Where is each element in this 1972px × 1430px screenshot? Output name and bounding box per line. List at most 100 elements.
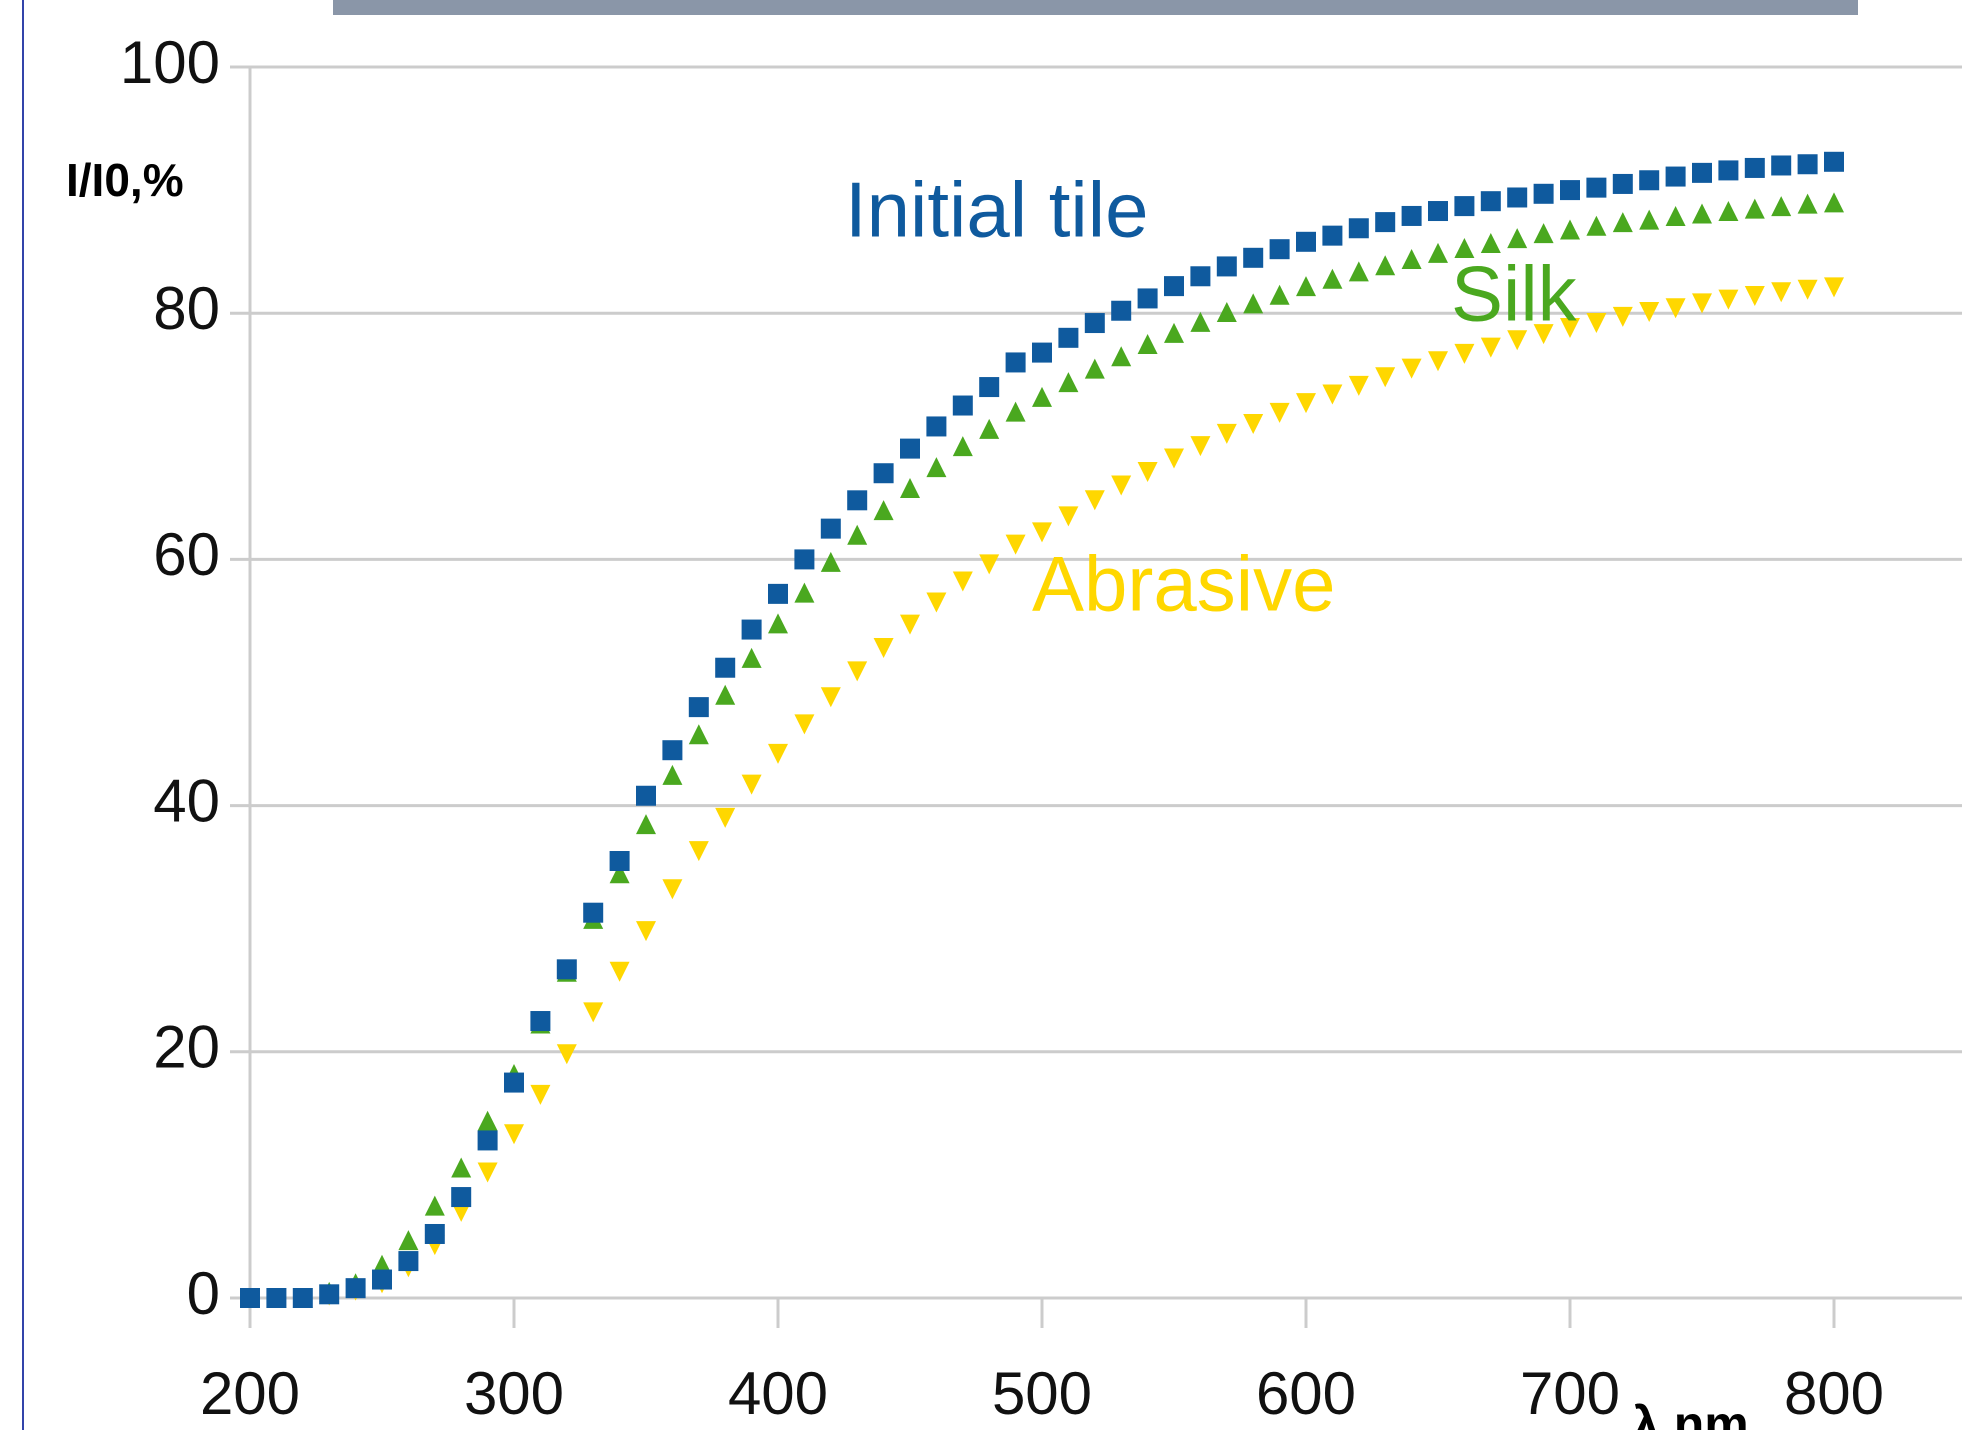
data-point [926, 592, 946, 612]
data-point [1824, 152, 1844, 172]
data-point [847, 525, 867, 545]
data-point [1692, 163, 1712, 183]
data-point [1560, 219, 1580, 239]
data-point [1111, 346, 1131, 366]
data-point [1322, 384, 1342, 404]
data-point [794, 714, 814, 734]
data-point [1375, 255, 1395, 275]
data-point [1138, 288, 1158, 308]
x-tick-label: 500 [992, 1360, 1092, 1427]
data-point [689, 724, 709, 744]
data-point [293, 1288, 313, 1308]
data-point [1586, 313, 1606, 333]
data-point [900, 478, 920, 498]
data-point [636, 786, 656, 806]
y-tick-label: 100 [120, 29, 220, 96]
data-point [1190, 312, 1210, 332]
data-point [610, 851, 630, 871]
data-point [715, 808, 735, 828]
data-point [451, 1158, 471, 1178]
data-point [979, 377, 999, 397]
data-point [1243, 414, 1263, 434]
data-point [1560, 180, 1580, 200]
data-point [1666, 206, 1686, 226]
data-point [1058, 506, 1078, 526]
data-point [662, 765, 682, 785]
data-point [900, 439, 920, 459]
data-point [240, 1288, 260, 1308]
data-point [583, 1002, 603, 1022]
data-point [1771, 282, 1791, 302]
x-tick-label: 200 [200, 1360, 300, 1427]
data-point [953, 572, 973, 592]
data-point [689, 841, 709, 861]
data-point [1507, 228, 1527, 248]
data-point [1666, 298, 1686, 318]
data-point [1745, 158, 1765, 178]
data-point [478, 1162, 498, 1182]
data-point [478, 1111, 498, 1131]
data-point [266, 1288, 286, 1308]
data-point [1745, 286, 1765, 306]
data-point [1058, 372, 1078, 392]
data-point [1428, 243, 1448, 263]
data-point [768, 584, 788, 604]
data-point [742, 775, 762, 795]
data-point [1243, 248, 1263, 268]
data-point [1639, 210, 1659, 230]
y-tick-label: 80 [153, 275, 220, 342]
data-point [1006, 402, 1026, 422]
data-point [1402, 249, 1422, 269]
data-point [346, 1278, 366, 1298]
y-tick-label: 60 [153, 521, 220, 588]
data-point [1270, 403, 1290, 423]
data-point [1692, 203, 1712, 223]
series-label: Initial tile [845, 166, 1148, 254]
data-point [1534, 184, 1554, 204]
data-point [1771, 196, 1791, 216]
data-point [504, 1073, 524, 1093]
data-point [398, 1251, 418, 1271]
x-axis-label: λ nm [1632, 1396, 1749, 1430]
data-point [1718, 290, 1738, 310]
data-point [768, 613, 788, 633]
data-point [583, 903, 603, 923]
data-point [1666, 167, 1686, 187]
data-point [1164, 448, 1184, 468]
data-point [1164, 276, 1184, 296]
data-point [1085, 490, 1105, 510]
y-tick-label: 40 [153, 767, 220, 834]
data-point [953, 396, 973, 416]
chart: 020406080100200300400500600700800Initial… [0, 0, 1972, 1430]
data-point [530, 1011, 550, 1031]
data-point [1692, 293, 1712, 313]
series-label: Abrasive [1032, 540, 1335, 628]
data-point [900, 615, 920, 635]
data-point [742, 648, 762, 668]
data-point [847, 661, 867, 681]
data-point [504, 1124, 524, 1144]
data-point [715, 658, 735, 678]
data-point [926, 416, 946, 436]
x-tick-label: 300 [464, 1360, 564, 1427]
data-point [1745, 199, 1765, 219]
data-point [1375, 367, 1395, 387]
data-point [1718, 201, 1738, 221]
data-point [1349, 376, 1369, 396]
data-point [636, 814, 656, 834]
data-point [1138, 462, 1158, 482]
data-point [821, 552, 841, 572]
data-point [557, 1044, 577, 1064]
data-point [979, 419, 999, 439]
data-point [1270, 239, 1290, 259]
data-point [1454, 344, 1474, 364]
data-point [557, 959, 577, 979]
data-point [1428, 351, 1448, 371]
data-point [425, 1224, 445, 1244]
data-point [398, 1230, 418, 1250]
data-point [1375, 212, 1395, 232]
data-point [1798, 194, 1818, 214]
data-point [1402, 359, 1422, 379]
x-tick-label: 600 [1256, 1360, 1356, 1427]
data-point [1296, 232, 1316, 252]
